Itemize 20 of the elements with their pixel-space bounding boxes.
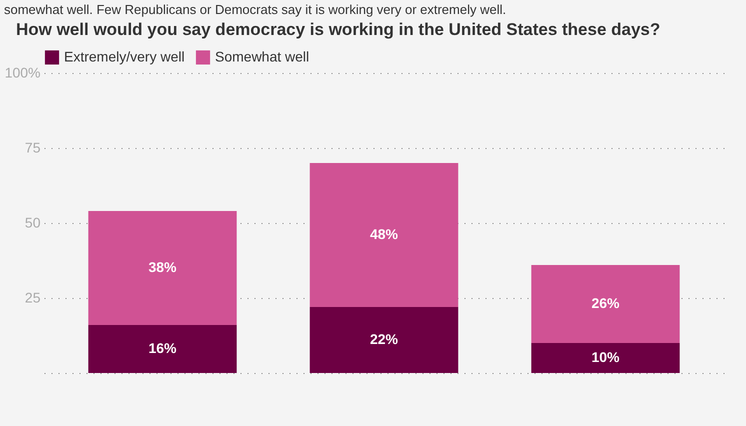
legend-label: Somewhat well <box>215 48 310 64</box>
bar <box>88 325 237 373</box>
y-tick-label: 50 <box>24 214 41 230</box>
data-label: 22% <box>370 331 399 347</box>
y-tick-label: 25 <box>24 290 41 306</box>
text: somewhat well. Few Republicans or Democrats say it is working very or extremely well. <box>3 1 508 17</box>
y-tick-label: 75 <box>24 140 41 156</box>
bar <box>310 163 458 307</box>
legend-label: Extremely/very well <box>64 48 185 64</box>
data-label: 38% <box>148 259 178 275</box>
data-label: 48% <box>370 226 399 242</box>
bar <box>88 211 237 325</box>
y-tick-label: 100% <box>4 64 40 80</box>
bar <box>310 307 458 373</box>
data-label: 10% <box>591 349 620 365</box>
chart-title: How well would you say democracy is working in the United States these days? <box>16 20 660 39</box>
bar <box>531 343 680 373</box>
bar <box>531 265 680 343</box>
data-label: 16% <box>148 340 178 356</box>
data-label: 26% <box>591 295 620 311</box>
